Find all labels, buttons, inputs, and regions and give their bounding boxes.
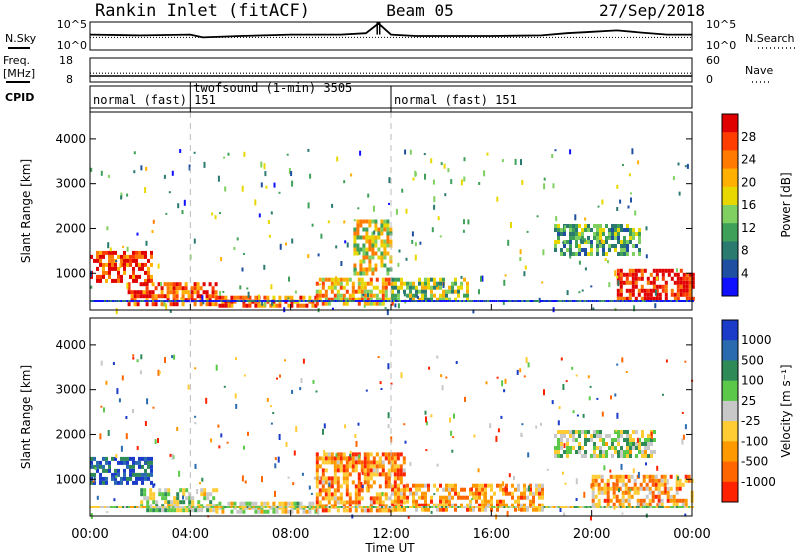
- ytick-label-power-0: 1000: [55, 266, 86, 280]
- xlabel: Time UT: [364, 541, 415, 554]
- colorbar-swatch-power-8: [722, 259, 738, 279]
- n-sky-tick-top: 10^5: [57, 18, 87, 31]
- colorbar-label-velocity: Velocity [m s⁻¹]: [779, 364, 793, 457]
- colorbar-swatch-power-2: [722, 150, 738, 170]
- ylabel-velocity: Slant Range [km]: [19, 365, 33, 469]
- ytick-label-power-2: 3000: [55, 177, 86, 191]
- colorbar-swatch-velocity-5: [722, 421, 738, 442]
- colorbar-swatch-velocity-3: [722, 380, 738, 402]
- colorbar-tick-velocity-7: -1000: [741, 475, 776, 489]
- chart-title: Rankin Inlet (fitACF): [95, 1, 310, 21]
- cpid-segment-2: normal (fast) 151: [394, 93, 517, 107]
- xtick-label-0: 00:00: [71, 527, 108, 542]
- n-search-tick-bottom: 10^0: [706, 39, 736, 52]
- colorbar-tick-power-5: 8: [741, 244, 749, 258]
- colorbar-label-power: Power [dB]: [779, 172, 793, 237]
- freq-unit-label: [MHz]: [3, 67, 35, 80]
- colorbar-tick-power-6: 4: [741, 266, 749, 280]
- freq-label: Freq.: [3, 54, 30, 67]
- colorbar-tick-power-3: 16: [741, 198, 756, 212]
- ytick-label-power-3: 4000: [55, 132, 86, 146]
- n-sky-tick-bottom: 10^0: [57, 39, 87, 52]
- cpid-segment-1: twofsound (1-min) 3505: [193, 81, 352, 95]
- colorbar-tick-velocity-3: 25: [741, 394, 756, 408]
- xtick-label-6: 00:00: [673, 527, 710, 542]
- colorbar-tick-velocity-5: -100: [741, 434, 768, 448]
- freq-tick-top: 18: [59, 54, 73, 67]
- cpid-label: CPID: [5, 91, 34, 104]
- colorbar-swatch-velocity-1: [722, 340, 738, 361]
- nave-label: Nave: [745, 64, 773, 77]
- colorbar-swatch-velocity-6: [722, 441, 738, 462]
- xtick-label-5: 20:00: [573, 527, 610, 542]
- colorbar-tick-velocity-2: 100: [741, 374, 764, 388]
- freq-tick-bottom: 8: [66, 73, 73, 86]
- heatmap-cells-power: [90, 148, 695, 316]
- colorbar-frame-power: [721, 113, 739, 297]
- colorbar-tick-velocity-6: -500: [741, 455, 768, 469]
- colorbar-swatch-power-3: [722, 168, 738, 188]
- xtick-label-3: 12:00: [372, 527, 409, 542]
- colorbar-swatch-velocity-4: [722, 400, 738, 422]
- date-label: 27/Sep/2018: [599, 1, 705, 20]
- ytick-label-power-1: 2000: [55, 221, 86, 235]
- ylabel-power: Slant Range [km]: [19, 159, 33, 263]
- colorbar-swatch-power-4: [722, 186, 738, 206]
- colorbar-tick-power-2: 20: [741, 175, 756, 189]
- beam-label: Beam 05: [386, 1, 453, 20]
- colorbar-tick-velocity-1: 500: [741, 353, 764, 367]
- colorbar-frame-velocity: [721, 319, 739, 503]
- n-sky-series: [89, 22, 692, 39]
- colorbar-tick-velocity-0: 1000: [741, 333, 772, 347]
- ytick-label-velocity-0: 1000: [55, 472, 86, 486]
- freq-panel-frame: [89, 57, 693, 83]
- ytick-label-velocity-2: 3000: [55, 383, 86, 397]
- colorbar-swatch-power-7: [722, 241, 738, 261]
- colorbar-swatch-power-9: [722, 277, 738, 297]
- colorbar-swatch-power-0: [722, 114, 738, 133]
- colorbar-swatch-velocity-2: [722, 360, 738, 382]
- n-search-label: N.Search: [745, 32, 795, 45]
- colorbar-swatch-velocity-0: [722, 320, 738, 341]
- ytick-label-velocity-1: 2000: [55, 427, 86, 441]
- xtick-label-1: 04:00: [172, 527, 209, 542]
- xtick-label-4: 16:00: [473, 527, 510, 542]
- noise-panel-frame: [89, 21, 693, 51]
- colorbar-swatch-power-1: [722, 132, 738, 151]
- n-search-tick-top: 10^5: [706, 18, 736, 31]
- nave-tick-bottom: 0: [706, 73, 713, 86]
- colorbar-swatch-power-5: [722, 205, 738, 224]
- heatmap-cells-velocity: [90, 354, 694, 521]
- colorbar-tick-power-1: 24: [741, 153, 756, 167]
- colorbar-swatch-velocity-7: [722, 461, 738, 483]
- colorbar-swatch-power-6: [722, 223, 738, 242]
- n-sky-label: N.Sky: [5, 32, 37, 45]
- colorbar-tick-velocity-4: -25: [741, 414, 761, 428]
- cpid-segment-0: normal (fast) 151: [93, 93, 216, 107]
- xtick-label-2: 08:00: [272, 527, 309, 542]
- ytick-label-velocity-3: 4000: [55, 338, 86, 352]
- colorbar-tick-power-0: 28: [741, 130, 756, 144]
- nave-tick-top: 60: [706, 54, 720, 67]
- colorbar-tick-power-4: 12: [741, 221, 756, 235]
- colorbar-swatch-velocity-8: [722, 481, 738, 503]
